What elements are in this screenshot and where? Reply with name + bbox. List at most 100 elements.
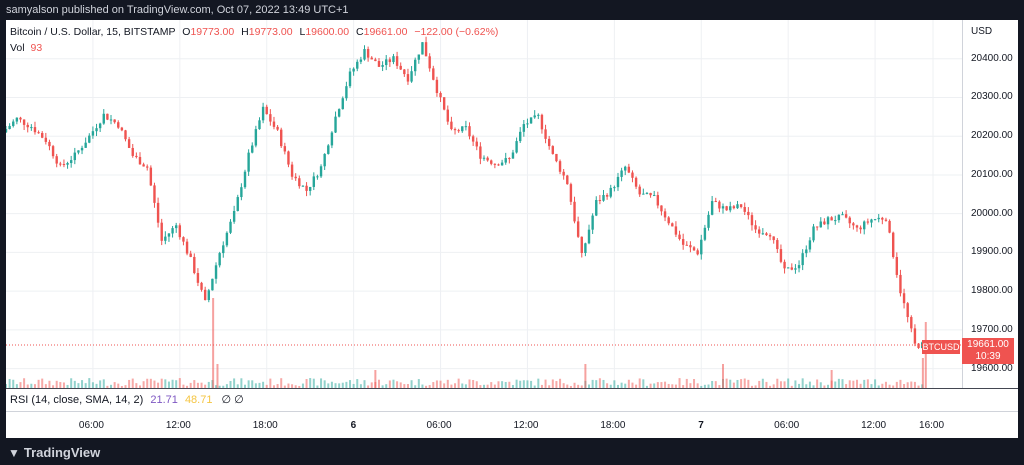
candle-body bbox=[290, 164, 294, 177]
volume-bar bbox=[457, 378, 460, 388]
candle-body bbox=[877, 217, 880, 220]
volume-bar bbox=[8, 378, 11, 388]
volume-bar bbox=[37, 379, 40, 388]
volume-bar bbox=[367, 385, 370, 388]
candle-body bbox=[747, 211, 750, 216]
volume-bar bbox=[580, 385, 583, 388]
price-axis[interactable]: USD 20400.00 20300.00 20200.00 20100.00 2000… bbox=[962, 20, 1018, 388]
candle-body bbox=[30, 127, 33, 129]
candle-body bbox=[421, 42, 424, 55]
candle-body bbox=[44, 137, 48, 142]
candle-body bbox=[801, 253, 804, 266]
candle-body bbox=[667, 217, 670, 224]
candle-body bbox=[721, 206, 725, 209]
volume-bar bbox=[327, 383, 330, 388]
volume-bar bbox=[479, 385, 482, 388]
volume-bar bbox=[186, 385, 189, 388]
candle-body bbox=[812, 226, 815, 241]
candlestick-chart[interactable] bbox=[6, 20, 962, 388]
volume-bar bbox=[729, 379, 732, 388]
volume-bar bbox=[291, 384, 294, 388]
volume-bar bbox=[229, 380, 232, 388]
tradingview-logo[interactable]: ▼ TradingView bbox=[8, 445, 100, 460]
candle-body bbox=[48, 141, 51, 147]
candle-body bbox=[500, 162, 504, 166]
volume-bar bbox=[142, 381, 145, 388]
candle-body bbox=[33, 127, 37, 133]
volume-bar bbox=[656, 382, 659, 388]
candle-body bbox=[819, 221, 822, 228]
candle-body bbox=[663, 211, 667, 218]
volume-bar bbox=[740, 379, 743, 388]
rsi-sma-value: 48.71 bbox=[184, 394, 213, 406]
volume-bar bbox=[548, 385, 551, 388]
candle-body bbox=[551, 146, 555, 154]
candle-body bbox=[88, 135, 91, 143]
candle-body bbox=[174, 225, 178, 229]
volume-bar bbox=[613, 380, 616, 388]
volume-bar bbox=[533, 385, 536, 388]
volume-bar bbox=[693, 379, 696, 388]
candle-body bbox=[146, 166, 149, 168]
candle-body bbox=[584, 243, 587, 254]
candle-body bbox=[656, 195, 660, 206]
volume-bar bbox=[790, 385, 793, 388]
volume-spike-bar bbox=[921, 358, 924, 388]
symbol-price-tag: BTCUSD bbox=[922, 340, 960, 354]
volume-bar bbox=[504, 381, 507, 388]
candle-body bbox=[906, 303, 909, 318]
volume-legend: Vol 93 bbox=[10, 42, 42, 54]
volume-bar bbox=[638, 378, 641, 388]
candle-body bbox=[442, 97, 446, 110]
volume-bar bbox=[349, 380, 352, 388]
chart-area[interactable]: Bitcoin / U.S. Dollar, 15, BITSTAMP O197… bbox=[6, 20, 1018, 438]
volume-bar bbox=[664, 381, 667, 388]
volume-bar bbox=[265, 384, 268, 388]
candle-body bbox=[80, 147, 84, 151]
volume-bar bbox=[287, 383, 290, 388]
volume-bar bbox=[59, 382, 62, 388]
volume-bar bbox=[164, 379, 167, 388]
volume-bar bbox=[207, 381, 210, 388]
candle-body bbox=[51, 146, 55, 157]
close-value: 19661.00 bbox=[363, 26, 408, 38]
candle-body bbox=[786, 267, 790, 269]
candle-body bbox=[685, 244, 688, 246]
candle-body bbox=[866, 221, 870, 223]
volume-bar bbox=[881, 383, 884, 388]
candle-body bbox=[794, 268, 797, 270]
candle-body bbox=[508, 158, 511, 160]
volume-bar bbox=[765, 381, 768, 388]
close-label: C bbox=[356, 26, 364, 38]
volume-bar bbox=[135, 383, 138, 388]
rsi-pane[interactable]: RSI (14, close, SMA, 14, 2) 21.71 48.71 … bbox=[6, 388, 1018, 412]
volume-spike-bar bbox=[722, 364, 724, 388]
volume-bar bbox=[196, 382, 199, 388]
volume-bar bbox=[551, 379, 554, 388]
price-tick-label: 20200.00 bbox=[971, 130, 1013, 142]
candle-body bbox=[377, 61, 381, 67]
ohlc-legend: Bitcoin / U.S. Dollar, 15, BITSTAMP O197… bbox=[10, 26, 498, 38]
volume-bar bbox=[233, 378, 236, 388]
candle-body bbox=[638, 186, 641, 195]
candle-body bbox=[341, 98, 344, 110]
candle-body bbox=[710, 201, 714, 215]
candle-body bbox=[837, 214, 841, 221]
time-axis[interactable]: 06:00 12:00 18:00 6 06:00 12:00 18:00 7 06:00 12:… bbox=[6, 412, 1018, 438]
candle-body bbox=[120, 127, 124, 131]
volume-bar bbox=[247, 380, 250, 388]
candle-body bbox=[761, 233, 765, 235]
candle-body bbox=[258, 120, 261, 130]
candle-body bbox=[776, 240, 779, 250]
price-tick-label: 20100.00 bbox=[971, 168, 1013, 180]
candle-body bbox=[573, 201, 576, 222]
candle-body bbox=[750, 215, 754, 226]
volume-bar bbox=[392, 379, 395, 388]
candle-body bbox=[294, 176, 297, 179]
candle-body bbox=[251, 145, 254, 153]
volume-bar bbox=[732, 382, 735, 388]
candle-body bbox=[519, 131, 522, 142]
candle-body bbox=[537, 114, 540, 116]
volume-bar bbox=[794, 380, 797, 388]
price-plot[interactable]: Bitcoin / U.S. Dollar, 15, BITSTAMP O197… bbox=[6, 20, 962, 388]
